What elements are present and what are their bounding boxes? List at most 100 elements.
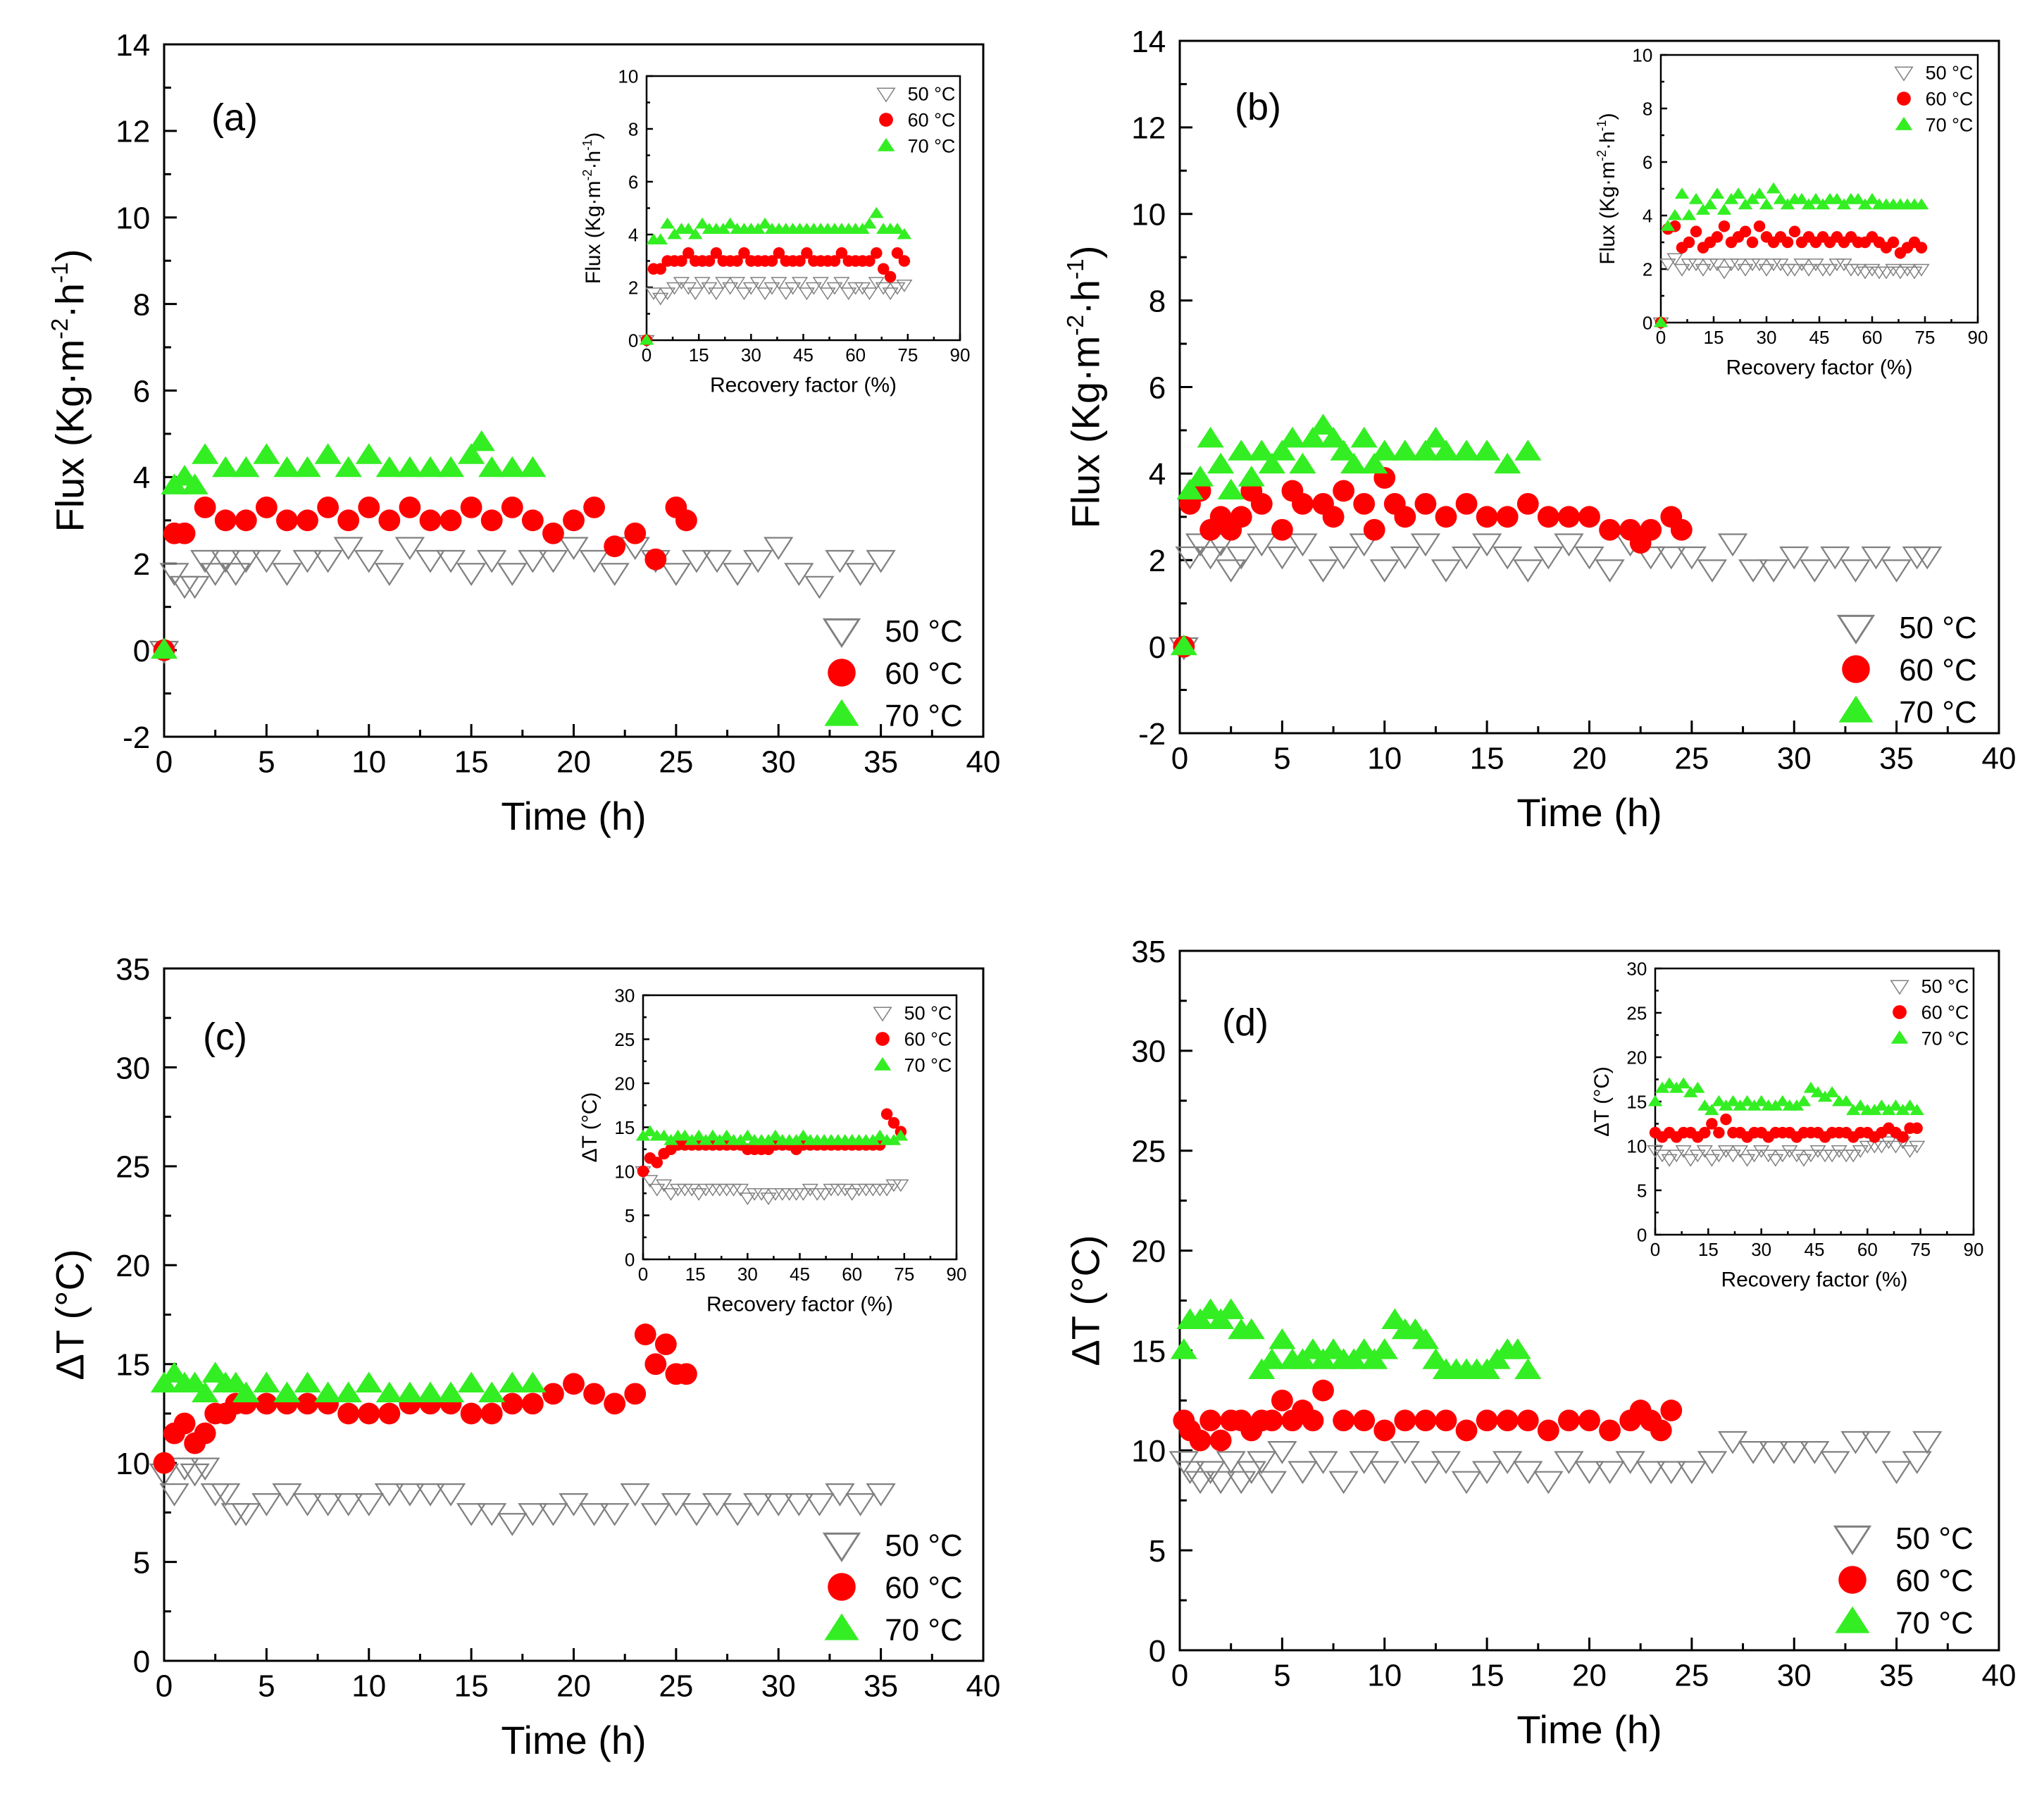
panel-b-data-point (1350, 426, 1378, 448)
panel-c-x-tick-label: 20 (556, 1669, 591, 1704)
panel-a-data-point (354, 549, 384, 573)
panel-c-data-point (355, 1371, 382, 1392)
panel-b-inset-data-point (1683, 236, 1695, 249)
panel-b-data-point (1271, 518, 1293, 541)
panel-c-data-point (255, 1392, 278, 1415)
panel-a-data-point (150, 637, 178, 659)
panel-a-y-tick-label: 12 (116, 115, 150, 149)
panel-d-inset-data-point (1852, 1145, 1869, 1158)
panel-b-data-point (1238, 466, 1265, 487)
panel-c-y-tick-label: 15 (116, 1348, 150, 1383)
panel-d-legend-label: 70 °C (1895, 1606, 1974, 1640)
panel-a-data-point (374, 563, 404, 586)
panel-d-data-point (1881, 1461, 1912, 1485)
panel-b-data-point (1207, 452, 1235, 474)
panel-a-data-point (220, 563, 251, 586)
panel-d-inset-data-point (1887, 1140, 1905, 1154)
panel-d-inset-data-point (1717, 1145, 1735, 1158)
panel-a-legend-marker (828, 659, 856, 687)
panel-b-label: (b) (1235, 86, 1281, 128)
panel-b-inset-data-point (1718, 220, 1731, 232)
panel-a-inset-data-point (778, 287, 794, 301)
panel-b-inset-data-point (1794, 192, 1809, 204)
panel-c-data-point (456, 1503, 487, 1526)
panel-d-inset-data-point (1661, 1154, 1678, 1167)
panel-b-legend-marker (1836, 614, 1876, 644)
panel-b-inset-data-point (1892, 266, 1909, 280)
panel-d-inset-data-point (1747, 1099, 1762, 1111)
panel-b-inset-data-point (1716, 266, 1733, 280)
panel-a-data-point (681, 549, 712, 573)
panel-a-inset-data-point (710, 247, 723, 259)
panel-c-data-point (354, 1493, 384, 1516)
panel-b-inset-data-point (1857, 266, 1874, 280)
panel-a-inset-data-point (735, 287, 753, 301)
panel-d-inset-data-point (1888, 1099, 1903, 1111)
panel-c-inset-data-point (739, 1192, 756, 1206)
panel-c-data-point (538, 1503, 568, 1526)
panel-a-inset-data-point (801, 247, 813, 259)
panel-a-inset-legend-marker (877, 137, 895, 151)
panel-c-data-point (297, 1392, 318, 1415)
panel-b-inset-data-point (1850, 192, 1866, 204)
panel-c-inset-data-point (663, 1133, 678, 1145)
panel-a-inset-x-tick-label: 0 (642, 344, 652, 366)
panel-b-data-point (1779, 546, 1809, 570)
panel-c-data-point (394, 1483, 425, 1507)
panel-a-data-point (437, 456, 465, 478)
panel-d-data-point (1288, 1461, 1318, 1485)
panel-c-data-point (499, 1371, 526, 1392)
panel-c-inset-data-point (844, 1188, 861, 1201)
panel-c-legend: 50 °C 60 °C 70 °C (822, 1528, 963, 1647)
panel-b-inset-data-point (1814, 263, 1831, 277)
panel-a-data-point (435, 549, 466, 573)
panel-d-y-tick-label: 15 (1131, 1334, 1166, 1369)
panel-c-inset-y-tick-label: 10 (614, 1161, 635, 1182)
panel-a-inset-data-point (812, 277, 829, 290)
panel-d-inset-data-point (1706, 1118, 1718, 1130)
panel-c-data-point (480, 1402, 503, 1425)
panel-b-inset-data-point (1885, 263, 1902, 277)
panel-c-data-point (437, 1381, 465, 1402)
panel-d-data-point (1435, 1409, 1457, 1432)
panel-b-x-tick-label: 35 (1879, 742, 1914, 776)
panel-a-inset-series-60C (640, 247, 911, 347)
panel-d-data-point (1369, 1461, 1400, 1485)
panel-b-data-point (1513, 559, 1543, 582)
panel-a-inset-y-tick-label: 0 (628, 330, 638, 351)
panel-c-data-point (194, 1422, 216, 1445)
panel-b-legend-label: 60 °C (1899, 653, 1977, 687)
panel-a-inset-data-point (889, 282, 906, 295)
panel-b-inset-y-tick-label: 2 (1643, 258, 1652, 280)
panel-c-inset-data-point (887, 1117, 900, 1129)
panel-a-inset-data-point (798, 287, 816, 301)
panel-b-data-point (1412, 440, 1439, 461)
panel-a-inset-data-point (791, 277, 809, 290)
panel-d-inset-y-tick-label: 25 (1626, 1002, 1647, 1023)
panel-b-inset-y-axis-label: Flux (Kg·m-2·h-1) (1595, 113, 1619, 264)
panel-a-data-point (497, 563, 528, 586)
panel-b-inset-data-point (1773, 192, 1788, 204)
panel-a-inset-data-point (785, 282, 802, 295)
panel-c-x-tick-label: 25 (659, 1669, 693, 1704)
panel-a-data-point (169, 575, 200, 599)
panel-c-inset-y-tick-label: 0 (625, 1249, 635, 1270)
panel-a-inset-data-point (654, 263, 667, 275)
panel-a-inset-data-point (794, 255, 806, 267)
panel-d-data-point (1533, 1471, 1564, 1495)
panel-d-data-point (1471, 1461, 1502, 1485)
panel-a-inset-data-point (882, 287, 899, 301)
panel-a-data-point (499, 456, 526, 478)
panel-b-inset-data-point (1688, 192, 1704, 204)
panel-d-inset-legend-label: 70 °C (1921, 1028, 1969, 1049)
panel-b-x-tick-label: 25 (1674, 742, 1709, 776)
panel-b-inset-legend: 50 °C 60 °C 70 °C (1894, 63, 1973, 136)
panel-d-inset-data-point (1669, 1081, 1684, 1093)
panel-c-data-point (415, 1483, 446, 1507)
panel-b-series-60C (1173, 467, 1693, 658)
panel-d-data-point (1595, 1461, 1625, 1485)
panel-d-inset-data-point (1683, 1086, 1698, 1097)
panel-d-inset-data-point (1746, 1149, 1763, 1163)
panel-d-inset-series-50C (1647, 1136, 1926, 1167)
panel-b-data-point (1455, 492, 1478, 515)
